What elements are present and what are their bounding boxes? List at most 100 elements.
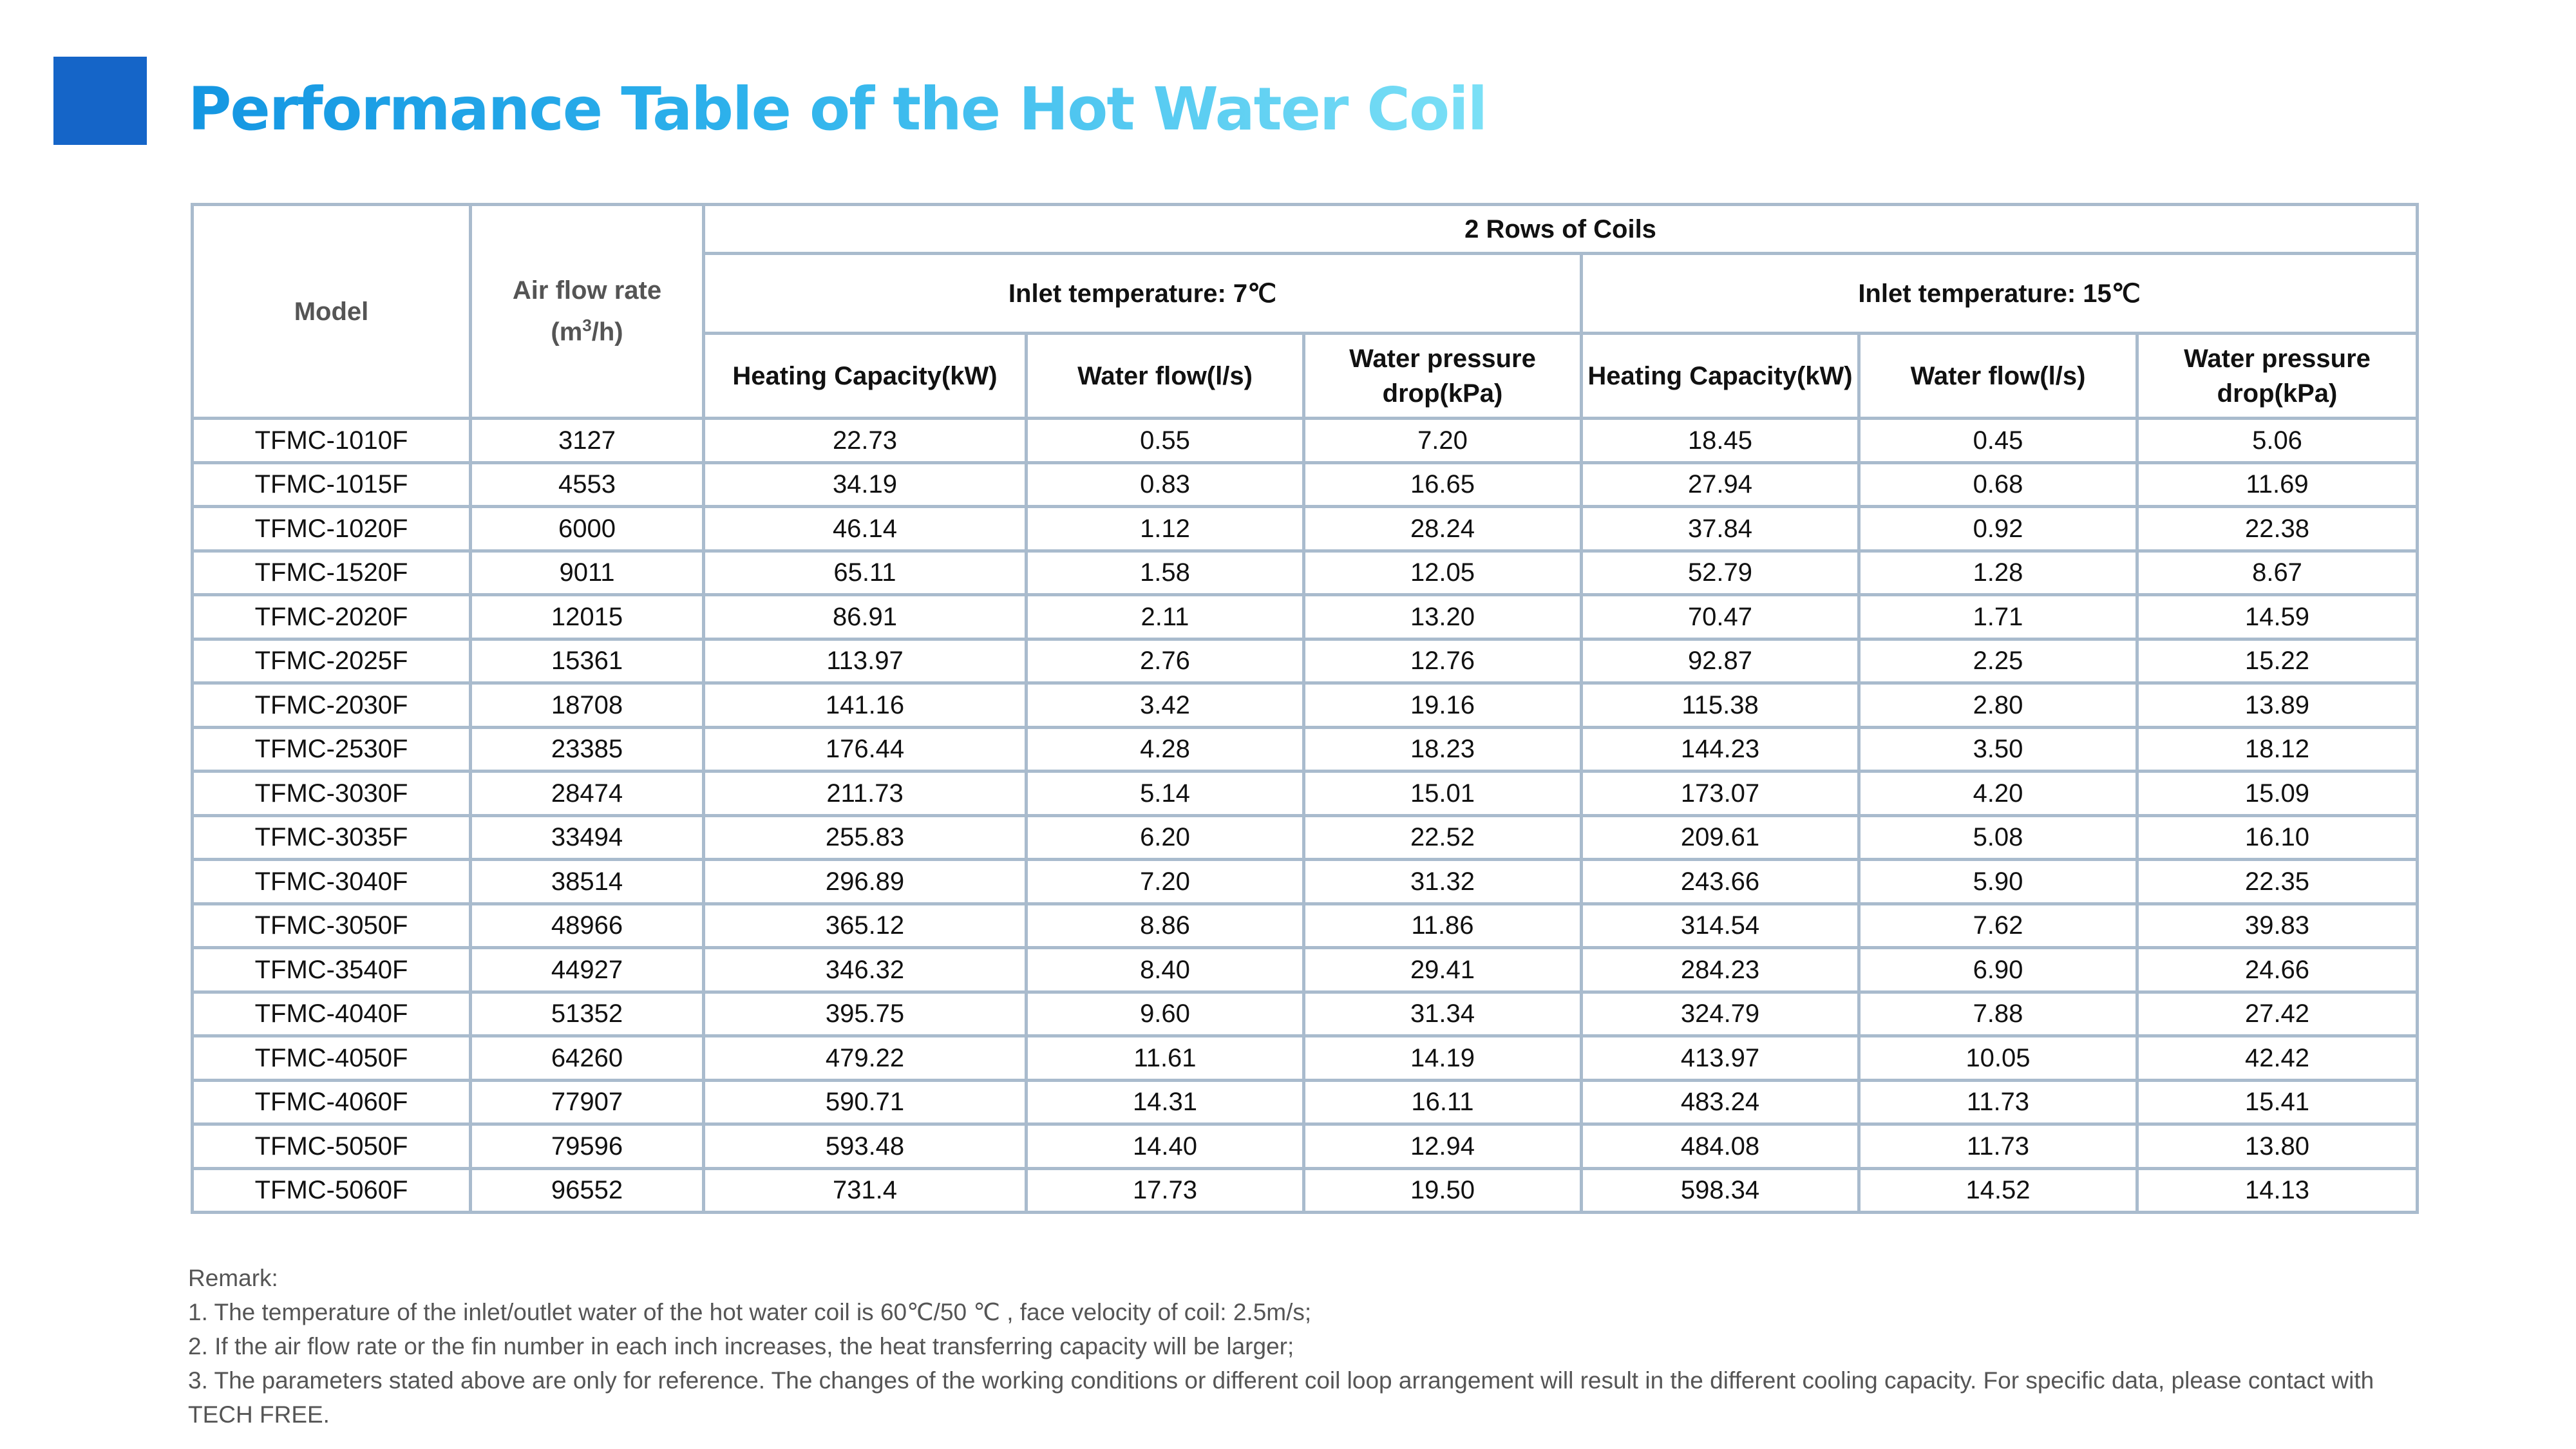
cell-water-flow-7: 7.20 bbox=[1025, 858, 1305, 905]
cell-pressure-drop-7: 29.41 bbox=[1302, 946, 1583, 994]
cell-airflow: 48966 bbox=[469, 902, 705, 949]
cell-heating-capacity-7: 34.19 bbox=[702, 460, 1028, 508]
cell-airflow: 18708 bbox=[469, 681, 705, 729]
cell-water-flow-7: 17.73 bbox=[1025, 1166, 1305, 1214]
cell-airflow: 9011 bbox=[469, 549, 705, 596]
header-airflow: Air flow rate (m3/h) bbox=[469, 203, 705, 420]
cell-airflow: 96552 bbox=[469, 1166, 705, 1214]
cell-pressure-drop-7: 18.23 bbox=[1302, 725, 1583, 773]
cell-pressure-drop-15: 22.38 bbox=[2135, 505, 2420, 553]
cell-airflow: 6000 bbox=[469, 505, 705, 553]
cell-heating-capacity-15: 18.45 bbox=[1580, 417, 1861, 464]
cell-water-flow-15: 6.90 bbox=[1857, 946, 2139, 994]
header-water-flow-15: Water flow(l/s) bbox=[1857, 332, 2139, 420]
table-row: TFMC-1010F 3127 22.73 0.55 7.20 18.45 0.45 5.06 bbox=[191, 417, 2420, 464]
cell-heating-capacity-15: 115.38 bbox=[1580, 681, 1861, 729]
cell-pressure-drop-15: 15.41 bbox=[2135, 1078, 2420, 1126]
cell-pressure-drop-15: 8.67 bbox=[2135, 549, 2420, 596]
cell-heating-capacity-7: 593.48 bbox=[702, 1122, 1028, 1170]
cell-heating-capacity-15: 484.08 bbox=[1580, 1122, 1861, 1170]
cell-heating-capacity-15: 598.34 bbox=[1580, 1166, 1861, 1214]
cell-pressure-drop-7: 12.94 bbox=[1302, 1122, 1583, 1170]
cell-pressure-drop-7: 14.19 bbox=[1302, 1034, 1583, 1082]
table-body: TFMC-1010F 3127 22.73 0.55 7.20 18.45 0.45 5.06… bbox=[191, 417, 2420, 1214]
header-heating-capacity-7: Heating Capacity(kW) bbox=[702, 332, 1028, 420]
header-row-group: Model Air flow rate (m3/h) 2 Rows of Coi… bbox=[191, 203, 2420, 420]
cell-heating-capacity-7: 141.16 bbox=[702, 681, 1028, 729]
cell-heating-capacity-15: 37.84 bbox=[1580, 505, 1861, 553]
cell-airflow: 23385 bbox=[469, 725, 705, 773]
cell-heating-capacity-15: 27.94 bbox=[1580, 460, 1861, 508]
table-row: TFMC-3540F 44927 346.32 8.40 29.41 284.23 6.90… bbox=[191, 946, 2420, 994]
cell-model: TFMC-2030F bbox=[191, 681, 472, 729]
cell-model: TFMC-1010F bbox=[191, 417, 472, 464]
cell-pressure-drop-7: 28.24 bbox=[1302, 505, 1583, 553]
cell-pressure-drop-15: 24.66 bbox=[2135, 946, 2420, 994]
cell-water-flow-7: 2.11 bbox=[1025, 593, 1305, 641]
cell-water-flow-7: 6.20 bbox=[1025, 813, 1305, 861]
cell-water-flow-15: 0.68 bbox=[1857, 460, 2139, 508]
cell-pressure-drop-15: 15.22 bbox=[2135, 637, 2420, 685]
cell-heating-capacity-7: 395.75 bbox=[702, 990, 1028, 1037]
cell-heating-capacity-7: 346.32 bbox=[702, 946, 1028, 994]
cell-water-flow-7: 1.12 bbox=[1025, 505, 1305, 553]
header-model: Model bbox=[191, 203, 472, 420]
table-row: TFMC-1015F 4553 34.19 0.83 16.65 27.94 0.68 11.… bbox=[191, 460, 2420, 508]
remark-line-1: 1. The temperature of the inlet/outlet w… bbox=[188, 1299, 1312, 1325]
cell-airflow: 28474 bbox=[469, 770, 705, 817]
table-row: TFMC-3030F 28474 211.73 5.14 15.01 173.07 4.20… bbox=[191, 770, 2420, 817]
table-row: TFMC-2025F 15361 113.97 2.76 12.76 92.87 2.25 1… bbox=[191, 637, 2420, 685]
cell-heating-capacity-7: 296.89 bbox=[702, 858, 1028, 905]
table-row: TFMC-5060F 96552 731.4 17.73 19.50 598.34 14.5… bbox=[191, 1166, 2420, 1214]
remarks-heading: Remark: bbox=[188, 1265, 278, 1291]
cell-model: TFMC-4060F bbox=[191, 1078, 472, 1126]
cell-water-flow-7: 4.28 bbox=[1025, 725, 1305, 773]
table-row: TFMC-3040F 38514 296.89 7.20 31.32 243.66 5.90… bbox=[191, 858, 2420, 905]
cell-pressure-drop-15: 39.83 bbox=[2135, 902, 2420, 949]
cell-airflow: 12015 bbox=[469, 593, 705, 641]
cell-model: TFMC-5050F bbox=[191, 1122, 472, 1170]
cell-heating-capacity-15: 173.07 bbox=[1580, 770, 1861, 817]
cell-water-flow-15: 7.62 bbox=[1857, 902, 2139, 949]
cell-pressure-drop-15: 22.35 bbox=[2135, 858, 2420, 905]
cell-pressure-drop-15: 14.59 bbox=[2135, 593, 2420, 641]
cell-heating-capacity-7: 22.73 bbox=[702, 417, 1028, 464]
cell-airflow: 3127 bbox=[469, 417, 705, 464]
header-airflow-label: Air flow rate bbox=[512, 276, 662, 305]
header-water-flow-7: Water flow(l/s) bbox=[1025, 332, 1305, 420]
cell-airflow: 33494 bbox=[469, 813, 705, 861]
cell-pressure-drop-15: 16.10 bbox=[2135, 813, 2420, 861]
remark-line-2: 2. If the air flow rate or the fin numbe… bbox=[188, 1333, 1294, 1359]
cell-pressure-drop-15: 27.42 bbox=[2135, 990, 2420, 1037]
header-inlet-7: Inlet temperature: 7℃ bbox=[702, 252, 1583, 335]
cell-water-flow-15: 14.52 bbox=[1857, 1166, 2139, 1214]
cell-water-flow-7: 5.14 bbox=[1025, 770, 1305, 817]
cell-pressure-drop-7: 16.11 bbox=[1302, 1078, 1583, 1126]
cell-water-flow-7: 14.31 bbox=[1025, 1078, 1305, 1126]
table-row: TFMC-2530F 23385 176.44 4.28 18.23 144.23 3.50… bbox=[191, 725, 2420, 773]
cell-water-flow-7: 3.42 bbox=[1025, 681, 1305, 729]
cell-heating-capacity-15: 70.47 bbox=[1580, 593, 1861, 641]
cell-water-flow-7: 2.76 bbox=[1025, 637, 1305, 685]
cell-airflow: 64260 bbox=[469, 1034, 705, 1082]
table-row: TFMC-4050F 64260 479.22 11.61 14.19 413.97 10.… bbox=[191, 1034, 2420, 1082]
cell-model: TFMC-3040F bbox=[191, 858, 472, 905]
cell-heating-capacity-7: 255.83 bbox=[702, 813, 1028, 861]
cell-heating-capacity-7: 731.4 bbox=[702, 1166, 1028, 1214]
cell-model: TFMC-1520F bbox=[191, 549, 472, 596]
cell-airflow: 15361 bbox=[469, 637, 705, 685]
cell-heating-capacity-15: 92.87 bbox=[1580, 637, 1861, 685]
cell-water-flow-15: 10.05 bbox=[1857, 1034, 2139, 1082]
cell-heating-capacity-15: 209.61 bbox=[1580, 813, 1861, 861]
header-inlet-15: Inlet temperature: 15℃ bbox=[1579, 252, 2420, 335]
cell-pressure-drop-7: 12.76 bbox=[1302, 637, 1583, 685]
table-row: TFMC-4040F 51352 395.75 9.60 31.34 324.79 7.88… bbox=[191, 990, 2420, 1037]
cell-heating-capacity-7: 590.71 bbox=[702, 1078, 1028, 1126]
cell-water-flow-7: 0.83 bbox=[1025, 460, 1305, 508]
cell-water-flow-15: 2.80 bbox=[1857, 681, 2139, 729]
cell-water-flow-15: 5.08 bbox=[1857, 813, 2139, 861]
cell-airflow: 44927 bbox=[469, 946, 705, 994]
cell-pressure-drop-7: 31.34 bbox=[1302, 990, 1583, 1037]
cell-airflow: 79596 bbox=[469, 1122, 705, 1170]
cell-model: TFMC-3030F bbox=[191, 770, 472, 817]
